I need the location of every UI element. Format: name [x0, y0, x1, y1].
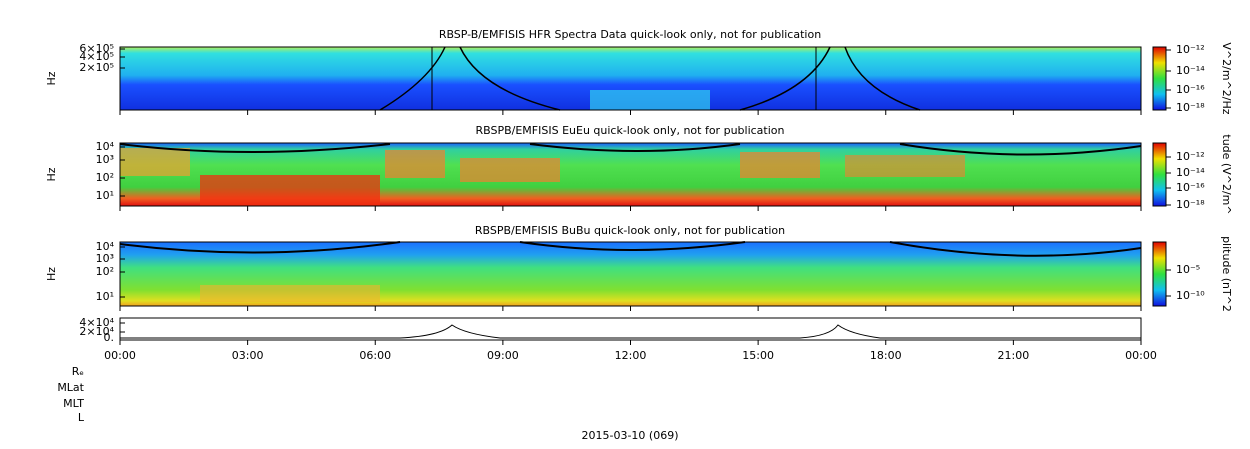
spectrogram-feature [740, 152, 820, 178]
boundary-curve [119, 241, 1142, 257]
y-tick-label: 10¹ [96, 189, 114, 202]
colorbar-title: plitude (nT^2 [1220, 236, 1233, 312]
line-panel [119, 317, 1142, 341]
y-tick-label: 10² [96, 171, 114, 184]
x-tick-label: 00:00 [1125, 349, 1157, 362]
x-tick-label: 21:00 [998, 349, 1030, 362]
spectrogram-feature [200, 175, 380, 206]
spectrogram-feature [200, 285, 380, 302]
colorbar-tick-label: 10⁻¹⁴ [1176, 166, 1205, 179]
spectrograms [119, 46, 1142, 341]
y-tick-label: 10¹ [96, 290, 114, 303]
date-label: 2015-03-10 (069) [581, 429, 678, 442]
panel-title: RBSPB/EMFISIS BuBu quick-look only, not … [475, 224, 785, 237]
y-tick-label: 10⁴ [96, 240, 115, 253]
colorbar-tick-label: 10⁻⁵ [1176, 263, 1200, 276]
x-tick-label: 00:00 [104, 349, 136, 362]
colorbar-tick-label: 10⁻¹² [1176, 43, 1205, 56]
x-tick-label: 03:00 [232, 349, 264, 362]
colorbar [1152, 241, 1167, 307]
y-tick-label: 6×10⁵ [79, 42, 114, 55]
ephemeris-label: MLT [63, 397, 84, 410]
spectrogram-feature [120, 148, 190, 176]
spectrogram-feature [460, 158, 560, 182]
y-tick-label: 10² [96, 265, 114, 278]
colorbar-title: V^2/m^2/Hz [1220, 42, 1233, 114]
y-axis-label: Hz [45, 167, 58, 181]
x-tick-label: 12:00 [615, 349, 647, 362]
spectrogram-feature [845, 155, 965, 177]
ephemeris-label: MLat [57, 381, 84, 394]
colorbar [1152, 142, 1167, 207]
y-tick-label: 0. [104, 331, 115, 344]
colorbar-tick-label: 10⁻¹⁸ [1176, 101, 1205, 114]
line-trace [120, 324, 1141, 339]
ephemeris-label: L [78, 411, 85, 424]
y-tick-label: 2×10⁴ [79, 325, 114, 338]
y-tick-label: 10⁴ [96, 140, 115, 153]
boundary-curve [379, 46, 921, 111]
colorbars [1152, 46, 1167, 307]
y-tick-label: 4×10⁴ [79, 316, 114, 329]
colorbar-tick-label: 10⁻¹⁰ [1176, 289, 1205, 302]
colorbar-tick-label: 10⁻¹⁸ [1176, 198, 1205, 211]
y-tick-label: 4×10⁵ [79, 50, 114, 63]
y-tick-label: 10³ [96, 252, 114, 265]
colorbar-tick-label: 10⁻¹⁴ [1176, 64, 1205, 77]
y-tick-label: 10³ [96, 153, 114, 166]
panel-title: RBSPB/EMFISIS EuEu quick-look only, not … [475, 124, 784, 137]
spectrogram-feature [385, 150, 445, 178]
x-tick-label: 15:00 [742, 349, 774, 362]
y-axis-label: Hz [45, 267, 58, 281]
colorbar-tick-label: 10⁻¹⁶ [1176, 83, 1205, 96]
ephemeris-label: Rₑ [72, 365, 84, 378]
panel-title: RBSP-B/EMFISIS HFR Spectra Data quick-lo… [439, 28, 821, 41]
colorbar-tick-label: 10⁻¹⁶ [1176, 181, 1205, 194]
x-tick-label: 18:00 [870, 349, 902, 362]
y-tick-label: 2×10⁵ [79, 61, 114, 74]
x-tick-label: 06:00 [359, 349, 391, 362]
spectrogram-feature [590, 90, 710, 110]
y-axis-label: Hz [45, 71, 58, 85]
colorbar-tick-label: 10⁻¹² [1176, 150, 1205, 163]
colorbar-title: tude (V^2/m^ [1220, 134, 1233, 214]
boundary-curve [119, 143, 1142, 156]
x-tick-label: 09:00 [487, 349, 519, 362]
colorbar [1152, 46, 1167, 111]
